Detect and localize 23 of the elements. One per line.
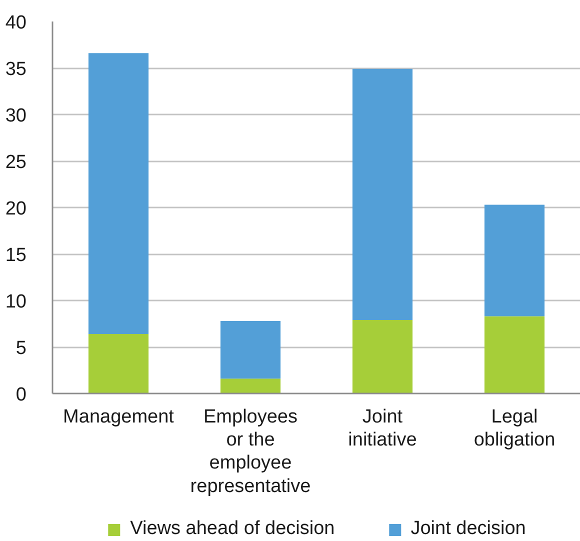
y-tick-label: 20 <box>5 198 27 220</box>
bar <box>220 378 281 394</box>
bar <box>352 68 413 320</box>
x-tick-label: Legal obligation <box>474 406 556 451</box>
bar <box>88 53 149 334</box>
y-tick-label: 35 <box>5 59 27 80</box>
x-tick-label: Management <box>63 406 175 428</box>
y-tick-label: 15 <box>5 245 27 266</box>
legend-label: Joint decision <box>410 518 526 540</box>
bar <box>484 204 545 316</box>
bar <box>484 316 545 394</box>
bar <box>88 334 149 394</box>
legend-label: Views ahead of decision <box>130 518 335 540</box>
y-tick-label: 25 <box>5 152 27 173</box>
y-tick-label: 0 <box>16 384 27 406</box>
y-tick-label: 10 <box>5 292 27 312</box>
y-tick-label: 40 <box>5 12 27 34</box>
x-tick-label: Joint initiative <box>348 406 417 451</box>
bar <box>220 320 281 379</box>
y-tick-label: 5 <box>16 338 27 359</box>
y-tick-label: 30 <box>5 106 27 126</box>
bar <box>352 320 413 394</box>
x-tick-label: Employees or the employee representative <box>190 406 311 497</box>
